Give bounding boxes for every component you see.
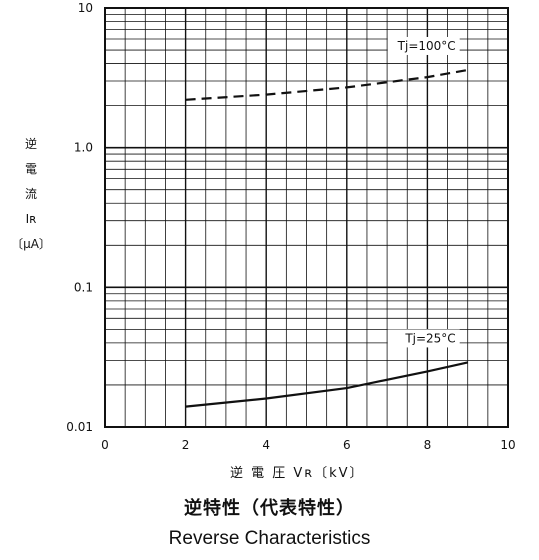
y-tick-label: 1.0 (74, 141, 93, 155)
y-axis-title-line: 逆 (24, 137, 37, 151)
y-axis-title-line: Iʀ (25, 212, 37, 226)
x-tick-label: 8 (424, 438, 432, 452)
y-axis-title-line: 流 (24, 187, 37, 201)
x-tick-label: 6 (343, 438, 351, 452)
x-tick-label: 4 (262, 438, 270, 452)
y-tick-label: 0.1 (74, 280, 93, 294)
series-label-tj25: Tj=25°C (404, 331, 455, 345)
y-axis-title-line: 電 (24, 162, 37, 176)
chart-subtitle: Reverse Characteristics (168, 528, 371, 549)
x-tick-label: 2 (182, 438, 190, 452)
series-label-bg (387, 36, 460, 55)
y-tick-label: 0.01 (66, 420, 93, 434)
chart-title: 逆特性（代表特性） (184, 498, 355, 519)
x-tick-label: 10 (500, 438, 515, 452)
series-label-bg (387, 329, 460, 348)
y-axis-title-line: 〔μA〕 (11, 237, 51, 251)
x-tick-label: 0 (101, 438, 109, 452)
series-label-tj100: Tj=100°C (397, 39, 456, 53)
y-tick-label: 10 (78, 1, 93, 15)
x-axis-title: 逆 電 圧 Vʀ〔kV〕 (230, 466, 365, 481)
series-line-tj100 (185, 68, 468, 101)
plot-frame (104, 7, 509, 428)
y-axis-title: 逆 電 流 Iʀ 〔μA〕 (6, 132, 56, 257)
series-line-tj25 (185, 361, 468, 408)
